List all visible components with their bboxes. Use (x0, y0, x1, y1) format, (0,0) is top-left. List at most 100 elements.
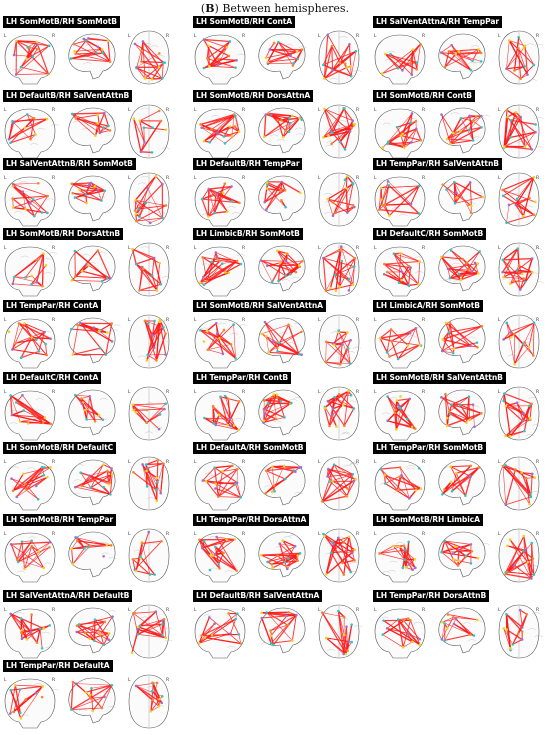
region-node (103, 620, 107, 624)
region-node (270, 562, 274, 566)
region-node (517, 264, 521, 267)
region-node (330, 44, 334, 48)
region-node (384, 482, 387, 485)
region-node (379, 186, 383, 190)
region-node (459, 278, 463, 281)
region-node (385, 627, 389, 630)
connection-edge (26, 114, 36, 135)
region-node (381, 633, 384, 636)
connection-edge (78, 624, 105, 646)
region-node (75, 624, 79, 628)
region-node (32, 117, 36, 120)
region-node (532, 321, 536, 325)
region-node (459, 116, 463, 120)
region-node (200, 634, 203, 637)
region-node (41, 685, 44, 688)
connection-edge (75, 537, 107, 545)
region-node (229, 424, 233, 428)
connection-edge (469, 182, 472, 206)
connection-edge (152, 320, 156, 336)
connection-edge (12, 186, 48, 214)
region-node (282, 464, 286, 468)
connection-edge (391, 340, 421, 346)
region-node (351, 472, 355, 476)
region-node (130, 651, 134, 655)
region-node (401, 69, 404, 72)
connection-edge (71, 113, 101, 134)
right-marker: R (242, 175, 245, 181)
connection-edge (506, 66, 525, 70)
connectivity-panel: LH TempPar/RH DefaultA L R L R (3, 660, 179, 730)
region-node (213, 622, 216, 626)
brain-outline (194, 108, 246, 159)
connection-edge (80, 322, 107, 355)
region-node (200, 126, 203, 129)
connection-edge (146, 403, 167, 424)
connection-edge (474, 262, 479, 274)
connection-edge (132, 404, 137, 413)
region-node (323, 406, 327, 410)
connection-edge (141, 543, 151, 575)
region-node (217, 57, 220, 61)
connection-edge (441, 551, 459, 566)
region-node (214, 545, 217, 549)
connection-edge (201, 186, 232, 200)
connection-edge (14, 259, 38, 278)
region-node (298, 116, 301, 120)
sagittal-brain-view (68, 459, 116, 506)
region-node (513, 564, 516, 567)
region-node (19, 65, 23, 69)
region-node (506, 115, 509, 119)
connection-edge (396, 398, 410, 402)
region-node (224, 271, 227, 274)
left-marker: L (194, 107, 197, 113)
connection-edge (387, 420, 416, 430)
connection-edge (524, 341, 534, 356)
region-node (446, 267, 450, 271)
region-node (213, 211, 216, 215)
panel-label: LH SomMotB/RH ContA (193, 16, 296, 28)
connection-edge (503, 333, 515, 340)
connection-edge (447, 268, 451, 279)
connection-edge (343, 536, 350, 575)
region-node (513, 362, 516, 366)
region-node (505, 628, 509, 631)
connection-edge (381, 185, 420, 189)
region-node (410, 141, 413, 144)
region-node (276, 554, 280, 558)
connection-edge (261, 324, 289, 334)
region-node (441, 620, 444, 624)
region-node (344, 62, 347, 65)
region-node (520, 471, 524, 474)
region-node (131, 247, 134, 251)
connection-edge (506, 214, 535, 224)
region-node (448, 276, 452, 280)
connection-edge (267, 394, 275, 404)
connection-edge (13, 689, 21, 712)
region-node (441, 183, 445, 186)
region-node (100, 199, 103, 202)
region-node (530, 257, 534, 260)
region-node (73, 393, 77, 397)
connection-edge (444, 618, 457, 641)
region-node (530, 541, 533, 545)
connection-edge (8, 118, 48, 140)
connection-edge (442, 616, 454, 623)
connection-edge (70, 684, 113, 711)
region-node (270, 395, 274, 399)
region-node (516, 116, 520, 119)
left-marker: L (318, 107, 321, 113)
right-marker: R (422, 33, 425, 39)
connection-edge (135, 570, 155, 576)
region-node (514, 110, 518, 114)
connection-edge (324, 66, 348, 80)
sagittal-brain-view (68, 677, 116, 724)
region-node (332, 463, 336, 466)
connection-edge (268, 331, 302, 353)
connection-edge (204, 636, 241, 645)
connection-edge (81, 396, 90, 399)
